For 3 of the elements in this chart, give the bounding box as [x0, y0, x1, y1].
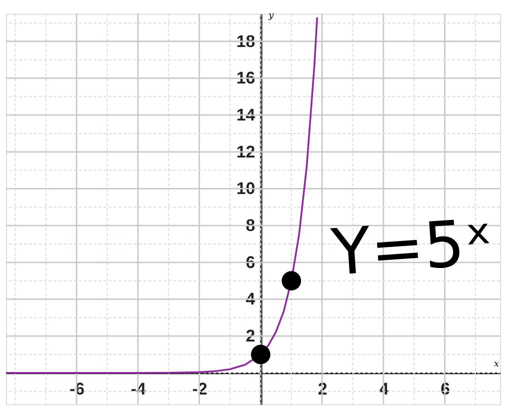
x-axis-title: x — [494, 359, 500, 370]
annotation: Y=5ˣ — [328, 206, 496, 291]
y-axis-title: y — [268, 11, 275, 22]
